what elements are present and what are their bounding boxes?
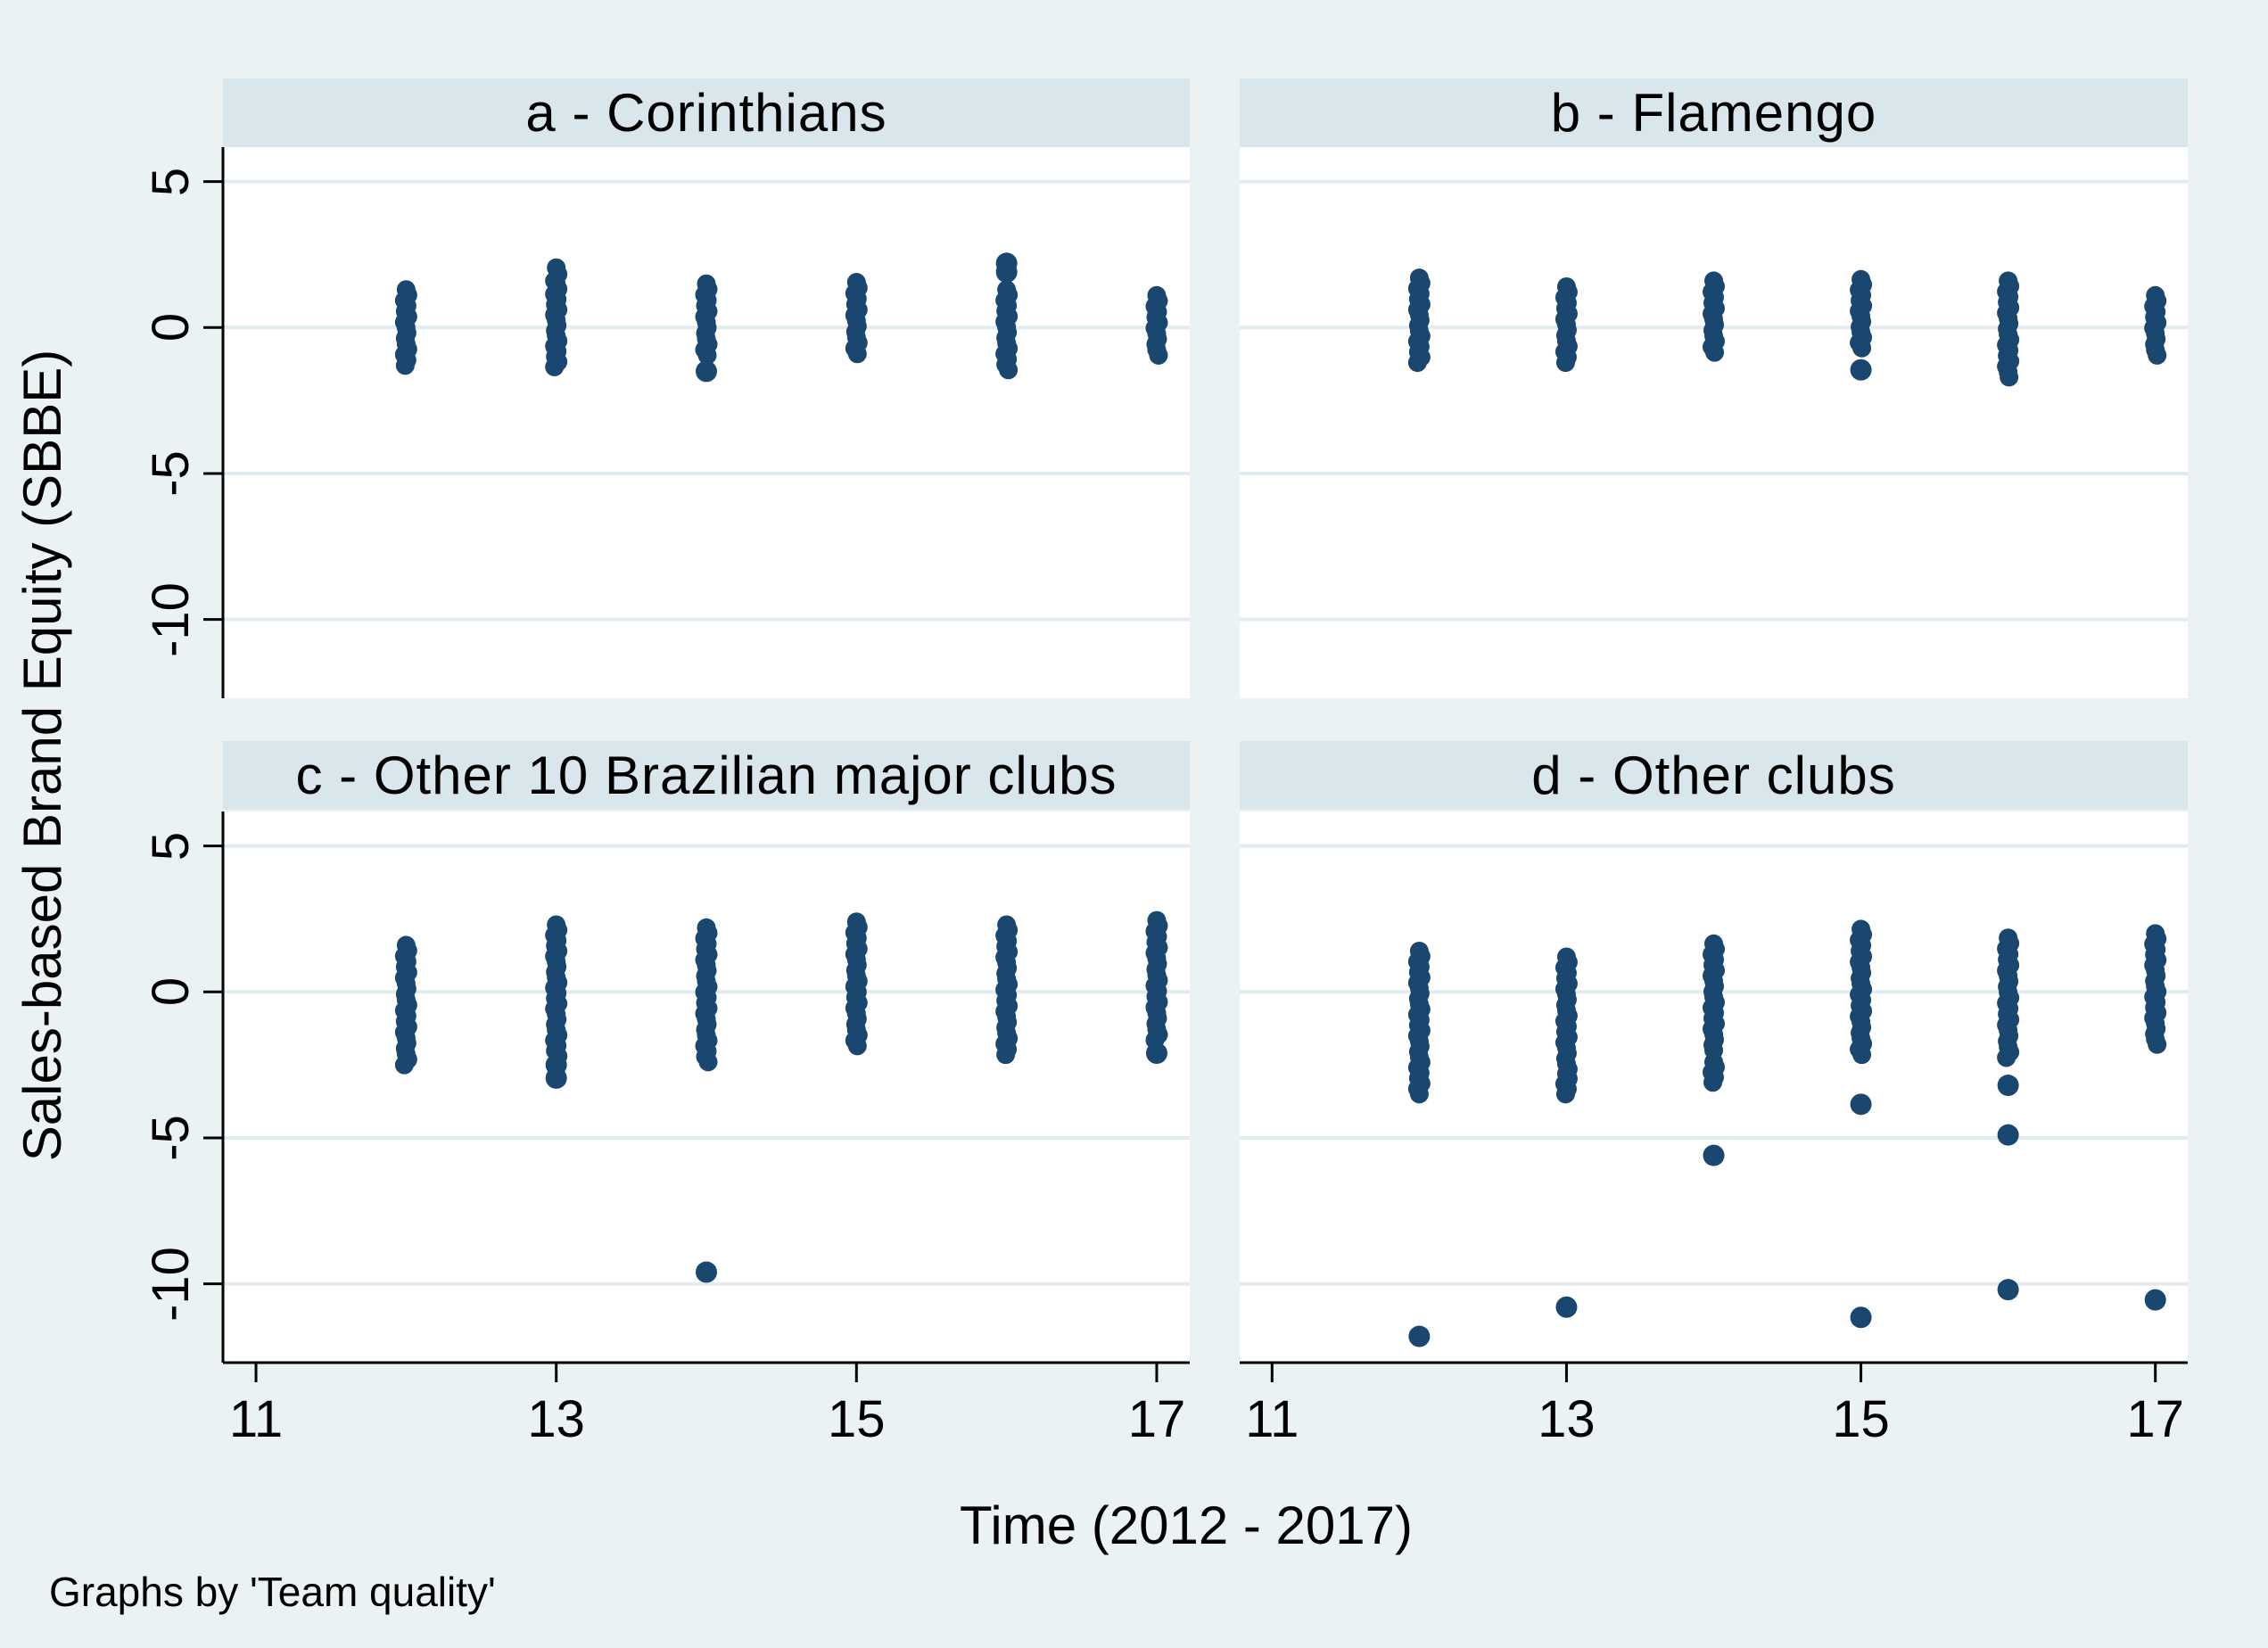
x-tick-label: 17 [1127, 1390, 1186, 1448]
data-point [696, 360, 717, 383]
data-point [1145, 1042, 1167, 1065]
data-point [2148, 345, 2167, 365]
x-tick-label: 11 [1245, 1390, 1299, 1448]
panel-title-other-clubs: d - Other clubs [1240, 741, 2188, 810]
data-point [995, 252, 1018, 275]
data-point [1407, 353, 1427, 373]
y-tick-label: 0 [142, 977, 200, 1007]
y-tick-label: 5 [142, 831, 200, 861]
y-tick-label: -10 [142, 1246, 200, 1322]
data-point [2000, 367, 2019, 387]
data-point [996, 1045, 1016, 1065]
x-tick-label: 13 [1538, 1390, 1596, 1448]
data-point [1555, 1296, 1578, 1318]
data-point [1850, 1093, 1872, 1116]
plot-area-flamengo [1240, 147, 2188, 698]
data-point [1850, 1306, 1872, 1329]
data-point [2148, 1034, 2167, 1054]
data-point [1703, 1073, 1722, 1092]
graphs-by-note: Graphs by 'Team quality' [49, 1569, 496, 1615]
data-point [545, 1067, 567, 1089]
data-point [1997, 1048, 2016, 1067]
y-axis-title: Sales-based Brand Equity (SBBE) [12, 349, 72, 1162]
data-point [394, 1055, 414, 1075]
x-tick-label: 15 [828, 1390, 886, 1448]
panel-title-other-10-brazilian-major-clubs: c - Other 10 Brazilian major clubs [223, 741, 1190, 810]
data-point [999, 360, 1019, 380]
data-point [1997, 1279, 2019, 1301]
data-point [1852, 1045, 1872, 1065]
y-tick-label: -5 [142, 450, 200, 497]
x-tick-label: 15 [1832, 1390, 1890, 1448]
data-point [1408, 1325, 1431, 1347]
data-point [1555, 1084, 1575, 1104]
data-point [1703, 1144, 1725, 1166]
y-tick-label: 0 [142, 313, 200, 342]
x-tick-label: 17 [2126, 1390, 2184, 1448]
data-point [395, 356, 415, 375]
data-point [545, 357, 565, 376]
panel-title-flamengo: b - Flamengo [1240, 78, 2188, 147]
x-tick-label: 11 [228, 1390, 284, 1448]
x-tick-label: 13 [527, 1390, 585, 1448]
y-tick-label: -5 [142, 1115, 200, 1161]
y-tick-label: 5 [142, 167, 200, 196]
data-point [1997, 1124, 2019, 1146]
data-point [1852, 338, 1872, 358]
data-point [1409, 1084, 1429, 1104]
data-point [697, 345, 717, 365]
x-axis-title: Time (2012 - 2017) [959, 1496, 1413, 1555]
data-point [2144, 1289, 2166, 1311]
data-point [1997, 1075, 2019, 1097]
plot-area-other-10-brazilian-major-clubs [203, 812, 1190, 1382]
plot-area-other-clubs [1240, 812, 2188, 1382]
data-point [847, 1036, 867, 1056]
data-point [1705, 342, 1724, 362]
panel-title-corinthians: a - Corinthians [223, 78, 1190, 147]
data-point [696, 1261, 717, 1283]
data-point [1149, 345, 1168, 365]
data-point [698, 1052, 718, 1072]
data-point [545, 271, 565, 291]
data-point [1555, 353, 1575, 373]
plot-area-corinthians [203, 147, 1190, 698]
y-tick-label: -10 [142, 581, 200, 657]
data-point [847, 344, 867, 364]
data-point [1850, 358, 1872, 381]
